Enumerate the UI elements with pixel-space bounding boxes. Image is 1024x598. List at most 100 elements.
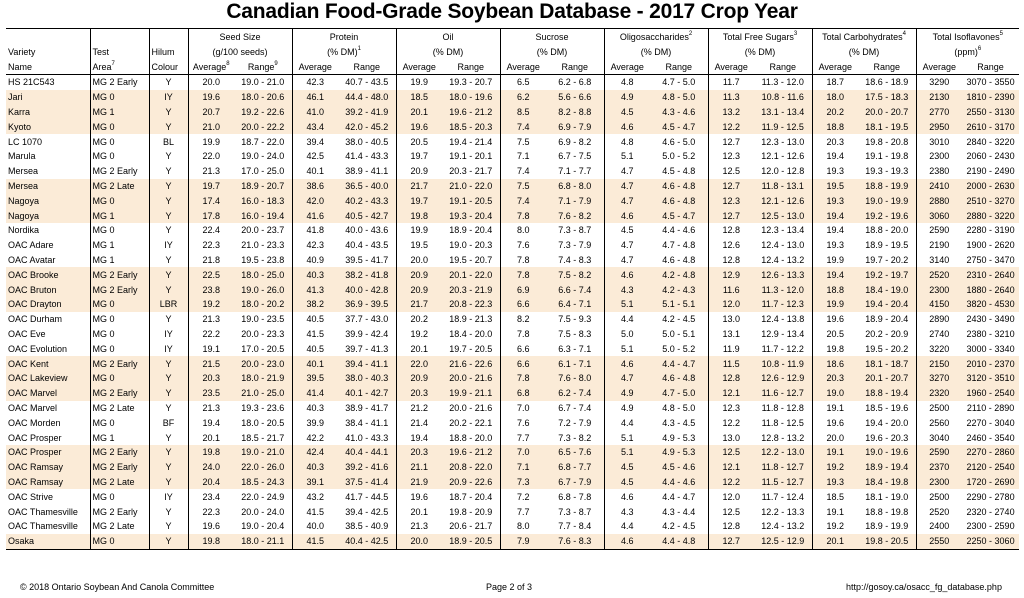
variety-name-cell: Karra [6,104,90,120]
table-cell: 12.2 - 13.3 [761,506,805,517]
table-row: OAC Evolution MG 0 IY 19.1 17.0 - 20.5 40.5 39… [6,341,1019,357]
table-cell: Y [148,252,188,268]
table-cell: 12.1 - 12.6 [761,151,805,162]
column-header-label: Range [457,61,485,72]
table-cell: 6.1 - 7.1 [546,356,604,371]
table-cell: 3140 [915,252,963,268]
column-header-cell: Range [442,59,500,75]
table-cell: 11.6 - 12.7 [754,385,813,401]
column-header-cell: Average [811,59,859,75]
footnote-marker: 4 [902,30,906,37]
table-cell: 11.7 - 12.3 [754,296,813,312]
column-header-label: Range [769,61,797,72]
table-cell: 20.9 [395,282,442,297]
table-cell: 11.3 - 12.0 [754,282,813,297]
table-cell: 19.1 [187,341,234,357]
table-cell: 7.7 [499,430,546,445]
table-cell: 19.4 [811,208,859,223]
table-cell: 18.8 - 20.0 [449,432,493,443]
table-cell: 4.4 - 4.7 [650,356,709,371]
soybean-data-table: Seed Size Protein Oil Sucrose Oligosaccharid… [6,28,1020,550]
table-cell: 6.8 - 7.7 [546,459,604,475]
table-cell: MG 2 Early [89,356,149,371]
table-cell: 7.5 [499,134,546,149]
table-cell: 2280 - 3190 [966,225,1015,236]
column-header-label: Colour [151,61,179,72]
table-cell: 4.7 - 4.8 [662,240,696,251]
unit-header-label: (% DM) [640,46,672,57]
table-cell: 6.4 - 7.1 [546,296,604,312]
table-cell: 39.4 - 41.1 [338,356,396,371]
footnote-marker: 6 [977,45,982,52]
table-cell: MG 1 [89,252,149,268]
table-cell: 4.5 [603,459,650,475]
header-row-group-labels: Seed Size Protein Oil Sucrose Oligosaccharid… [6,28,1020,44]
table-cell: 38.6 [291,178,338,194]
table-cell: 12.8 [707,370,755,386]
table-cell: 7.6 - 8.0 [546,370,604,386]
table-cell: 5.0 [603,326,650,342]
table-cell: MG 1 [89,237,149,253]
table-cell: 42.2 [291,430,338,445]
table-cell: 17.0 - 20.5 [241,343,285,354]
table-cell: 19.2 [187,296,234,312]
table-cell: Y [148,104,188,120]
table-cell: 13.1 [707,326,755,342]
table-cell: 40.3 [291,400,338,416]
table-cell: 2400 [915,518,963,534]
table-cell: 42.5 [291,148,338,164]
table-cell: 5.1 - 5.1 [650,296,709,312]
table-row: Nordika MG 0 Y 22.4 20.0 - 23.7 41.8 40.0 - 43… [6,222,1019,238]
table-row: OAC Brooke MG 2 Early Y 22.5 18.0 - 25.0 40.3… [6,267,1020,283]
table-cell: 5.1 [603,444,650,460]
table-cell: 20.9 [395,267,442,283]
table-cell: MG 2 Early [89,459,149,475]
table-cell: 12.1 - 12.6 [754,193,813,209]
column-header-cell: Average8 [187,59,234,75]
table-cell: 7.3 - 8.7 [558,506,592,517]
table-cell: 36.5 - 40.0 [338,178,396,194]
table-cell: Y [148,400,188,416]
table-cell: 4.4 [603,311,650,327]
table-cell: 19.9 [811,296,859,312]
table-cell: 12.2 [707,474,755,490]
table-cell: 18.0 - 20.2 [234,296,292,312]
table-row: OAC Ramsay MG 2 Early Y 24.0 22.0 - 26.0 40.3… [6,459,1020,475]
table-cell: 7.6 - 8.2 [546,208,604,223]
table-cell: 6.9 - 8.2 [558,136,592,147]
table-cell: 4.7 [603,252,650,268]
column-header-cell: Average [291,59,338,75]
table-cell: 3060 [915,208,963,223]
table-cell: 7.2 - 7.9 [558,417,592,428]
table-cell: 1720 - 2690 [962,474,1020,490]
table-cell: 10.8 - 11.9 [754,356,813,371]
table-cell: 12.8 [707,518,755,534]
group-header-cell: Total Free Sugars3 [707,28,813,44]
table-cell: 12.7 [707,533,755,550]
table-cell: 18.0 - 20.5 [241,417,285,428]
table-cell: 18.5 - 24.3 [234,474,292,490]
table-cell: 7.1 - 7.9 [546,193,604,209]
variety-name-cell: OAC Morden [8,417,61,428]
column-header-cell: Average [707,59,755,75]
table-cell: 41.0 [291,104,338,120]
table-cell: 7.4 [499,119,546,135]
table-cell: 20.9 [395,370,442,386]
table-cell: 44.4 - 48.0 [338,89,396,105]
table-cell: 21.0 - 23.3 [241,240,285,251]
table-cell: 4.2 - 4.5 [662,314,696,325]
table-cell: 19.2 - 22.6 [234,104,292,120]
column-header-cell: Range [858,59,917,75]
variety-name-cell: LC 1070 [8,136,43,147]
table-cell: 4.9 [603,385,650,401]
group-header-label: Oil [442,31,454,42]
table-cell: 12.4 - 13.2 [761,521,805,532]
table-cell: 3290 [915,74,963,90]
table-cell: IY [148,341,188,357]
table-cell: BF [148,415,188,431]
table-cell: 6.6 - 7.4 [546,282,604,297]
table-cell: 22.0 - 26.0 [234,459,292,475]
column-header-cell: Average [603,59,650,75]
table-cell: 18.5 [811,489,859,505]
variety-name-cell: OAC Ramsay [6,459,90,475]
